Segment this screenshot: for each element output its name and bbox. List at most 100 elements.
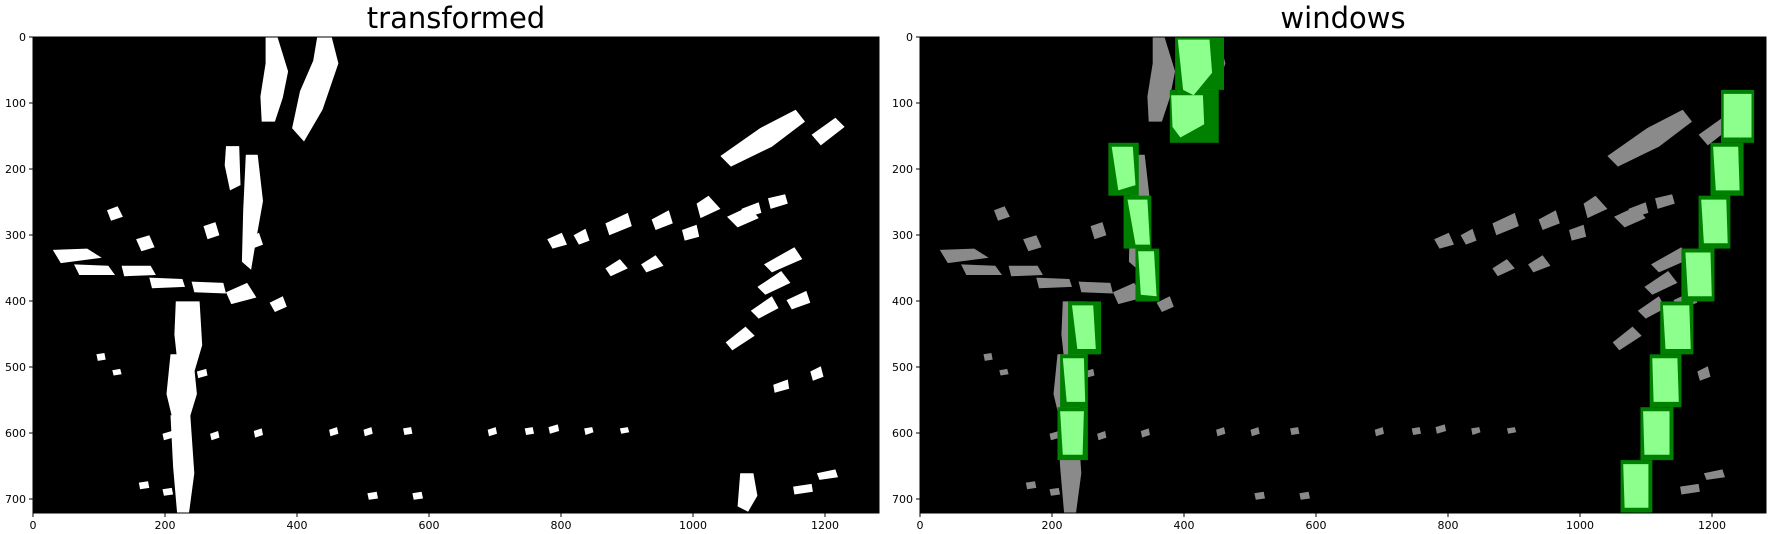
lane-pixel-speck <box>619 427 630 434</box>
window-lane-pixels <box>1701 199 1728 244</box>
lane-pixel-patch <box>1492 259 1515 277</box>
left-y-axis: 0 100 200 300 400 500 600 700 <box>5 31 33 506</box>
lane-pixel-speck <box>605 212 632 236</box>
window-lane-pixels <box>1685 252 1712 297</box>
left-y-tick-label: 700 <box>5 493 26 506</box>
window-lane-pixels <box>1060 411 1084 455</box>
lane-pixel-speck <box>487 427 497 437</box>
window-lane-pixels <box>1138 251 1157 297</box>
lane-pixel-speck <box>162 487 174 496</box>
left-x-tick-label: 1200 <box>811 519 839 532</box>
lane-pixel-speck <box>584 427 594 435</box>
right-y-tick-label: 100 <box>892 97 913 110</box>
lane-pixel-speck <box>1697 366 1711 381</box>
lane-pixel-speck <box>112 368 122 376</box>
lane-pixel-speck <box>1097 431 1107 441</box>
lane-pixel-patch <box>1651 247 1690 273</box>
lane-pixel-patch <box>292 37 339 142</box>
lane-pixel-patch <box>226 282 257 305</box>
right-panel-frame <box>919 36 1767 514</box>
lane-pixel-patch <box>170 415 195 513</box>
window-lane-pixels <box>1623 464 1649 508</box>
lane-pixel-speck <box>1254 491 1265 500</box>
lane-pixel-speck <box>403 427 413 435</box>
lane-pixel-patch <box>149 277 185 289</box>
lane-pixel-patch <box>260 37 289 122</box>
left-panel-background <box>33 37 879 513</box>
lane-pixel-patch <box>52 248 102 264</box>
left-lane-features <box>52 37 845 513</box>
lane-pixel-speck <box>329 427 339 437</box>
right-y-axis: 0 100 200 300 400 500 600 700 <box>892 31 920 506</box>
lane-pixel-patch <box>750 296 779 319</box>
right-y-tick-label: 700 <box>892 493 913 506</box>
lane-pixel-patch <box>107 206 123 221</box>
lane-pixel-patch <box>1637 296 1666 319</box>
lane-pixel-speck <box>1434 232 1454 249</box>
lane-pixel-patch <box>1607 109 1692 167</box>
lane-pixel-speck <box>170 379 181 389</box>
right-x-tick-label: 1000 <box>1566 519 1594 532</box>
lane-pixel-patch <box>725 326 755 351</box>
lane-pixel-speck <box>367 491 378 500</box>
right-y-tick-label: 300 <box>892 229 913 242</box>
lane-pixel-speck <box>96 353 106 361</box>
lane-pixel-patch <box>166 354 197 428</box>
lane-pixel-patch <box>641 255 664 273</box>
lane-pixel-patch <box>74 264 115 275</box>
lane-pixel-patch <box>696 195 721 219</box>
lane-pixel-speck <box>547 232 567 249</box>
lane-pixel-speck <box>210 431 220 441</box>
lane-pixel-speck <box>1435 424 1447 434</box>
right-y-tick-label: 500 <box>892 361 913 374</box>
right-window-features <box>939 37 1755 513</box>
left-x-tick-label: 600 <box>419 519 440 532</box>
lane-pixel-patch <box>1528 255 1551 273</box>
window-lane-pixels <box>1177 39 1213 96</box>
lane-pixel-speck <box>651 210 673 230</box>
right-panel-background <box>920 37 1766 513</box>
left-panel-title: transformed <box>367 1 545 35</box>
left-y-tick-label: 100 <box>5 97 26 110</box>
lane-pixel-speck <box>1140 428 1150 438</box>
lane-pixel-patch <box>757 271 791 295</box>
lane-pixel-patch <box>737 473 758 512</box>
right-y-tick-label: 0 <box>906 31 913 44</box>
left-panel-frame <box>32 36 880 514</box>
right-x-tick-label: 1200 <box>1698 519 1726 532</box>
lane-pixel-speck <box>1569 224 1587 241</box>
lane-pixel-speck <box>363 427 373 437</box>
lane-pixel-patch <box>1036 277 1072 289</box>
lane-pixel-patch <box>811 117 845 146</box>
left-y-tick-label: 400 <box>5 295 26 308</box>
lane-pixel-speck <box>1290 427 1300 435</box>
lane-pixel-patch <box>720 109 805 167</box>
lane-pixel-speck <box>548 424 560 434</box>
lane-pixel-speck <box>253 428 263 438</box>
right-x-tick-label: 600 <box>1306 519 1327 532</box>
right-x-tick-label: 800 <box>1438 519 1459 532</box>
lane-pixel-patch <box>1090 222 1107 240</box>
lane-pixel-speck <box>682 224 700 241</box>
left-x-tick-label: 200 <box>155 519 176 532</box>
lane-pixel-speck <box>1680 483 1700 495</box>
lane-pixel-patch <box>203 222 220 240</box>
right-x-axis: 0 200 400 600 800 1000 1200 <box>917 513 1726 532</box>
lane-pixel-speck <box>773 379 790 393</box>
lane-pixel-speck <box>1628 202 1649 219</box>
lane-pixel-speck <box>573 228 590 245</box>
lane-pixel-speck <box>1703 469 1725 480</box>
lane-pixel-patch <box>241 154 263 270</box>
lane-pixel-speck <box>793 483 813 495</box>
lane-pixel-speck <box>983 353 993 361</box>
lane-pixel-speck <box>1299 491 1310 500</box>
lane-pixel-speck <box>1025 481 1037 490</box>
right-panel-title: windows <box>1280 1 1405 35</box>
window-lane-pixels <box>1111 146 1136 191</box>
lane-pixel-speck <box>1049 487 1061 496</box>
lane-pixel-speck <box>768 194 788 209</box>
lane-pixel-patch <box>1612 326 1642 351</box>
left-x-tick-label: 1000 <box>679 519 707 532</box>
lane-pixel-speck <box>741 202 762 219</box>
